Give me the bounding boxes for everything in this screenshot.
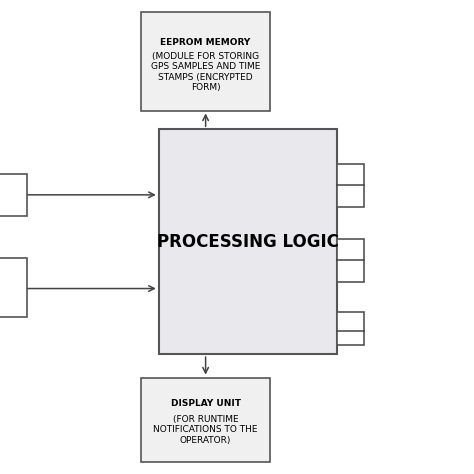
Bar bbox=[0, 258, 27, 317]
Text: (MODULE FOR STORING
GPS SAMPLES AND TIME
STAMPS (ENCRYPTED
FORM): (MODULE FOR STORING GPS SAMPLES AND TIME… bbox=[151, 52, 260, 92]
Bar bbox=[337, 164, 364, 207]
Text: (FOR RUNTIME
NOTIFICATIONS TO THE
OPERATOR): (FOR RUNTIME NOTIFICATIONS TO THE OPERAT… bbox=[154, 415, 258, 445]
Bar bbox=[159, 129, 337, 354]
Text: PROCESSING LOGIC: PROCESSING LOGIC bbox=[157, 233, 339, 251]
Text: DISPLAY UNIT: DISPLAY UNIT bbox=[171, 399, 241, 408]
Bar bbox=[337, 312, 364, 345]
Text: EEPROM MEMORY: EEPROM MEMORY bbox=[161, 38, 251, 47]
Bar bbox=[141, 12, 270, 110]
Bar bbox=[141, 377, 270, 462]
Bar bbox=[0, 174, 27, 216]
Bar bbox=[337, 239, 364, 282]
